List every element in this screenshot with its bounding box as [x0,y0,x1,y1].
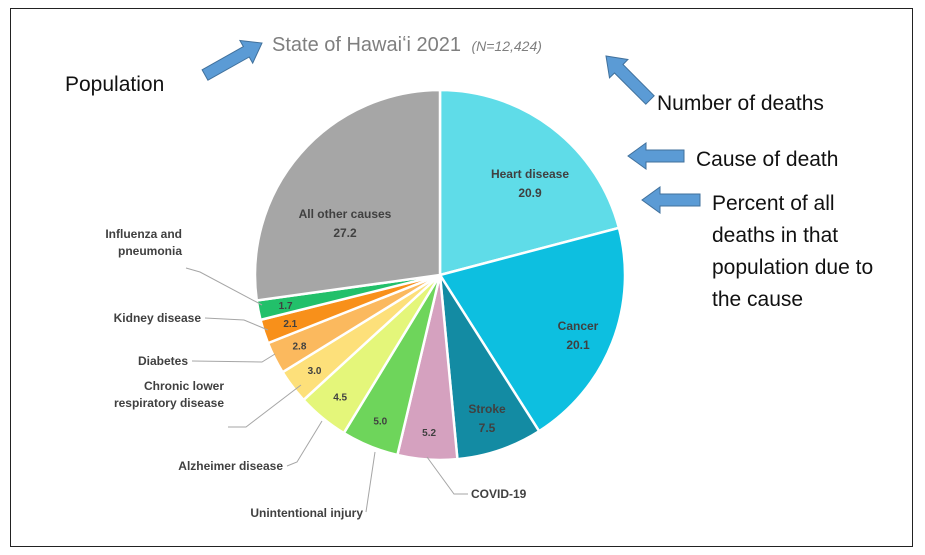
slice-value-unintentional-injury: 5.0 [373,416,387,427]
slice-value-kidney-disease: 2.1 [283,319,297,330]
number-of-deaths-arrow-icon [605,55,655,105]
slice-label-all-other-causes: All other causes 27.2 [299,207,392,240]
percent-arrow-icon [641,186,701,214]
chart-subtitle: (N=12,424) [471,38,541,54]
leader-line-alzheimer-disease [286,420,323,467]
leader-lines [185,267,468,513]
cause-of-death-arrow-icon [627,142,685,170]
chart-title-group: State of Hawaiʻi 2021 (N=12,424) [272,34,542,56]
callout-label-kidney-disease: Kidney disease [114,311,202,325]
slice-value-influenza-and-pneumonia: 1.7 [279,301,293,312]
population-arrow-icon [201,39,263,81]
percent-annotation-line-3: population due to [712,256,873,279]
callout-label-chronic-lower-respiratory-disease: Chronic lower respiratory disease [114,379,224,410]
percent-annotation-line-1: Percent of all [712,192,835,215]
callout-label-influenza-and-pneumonia: Influenza and pneumonia [105,227,182,258]
slice-all-other-causes [253,88,442,302]
number-of-deaths-annotation: Number of deaths [657,92,824,115]
leader-line-unintentional-injury [365,451,376,513]
annotations: Population Number of deaths Cause of dea… [65,39,873,311]
percent-annotation-line-2: deaths in that [712,224,838,247]
cause-of-death-annotation: Cause of death [696,148,838,171]
slice-value-covid-19: 5.2 [422,428,436,439]
callout-label-alzheimer-disease: Alzheimer disease [178,459,283,473]
slice-value-diabetes: 2.8 [292,342,306,353]
leader-line-chronic-lower-respiratory-disease [228,384,302,428]
leader-line-kidney-disease [204,317,269,331]
slice-cancer [438,226,627,433]
slice-label-cancer: Cancer 20.1 [558,319,599,352]
leader-line-diabetes [191,353,276,363]
slice-value-alzheimer-disease: 4.5 [333,392,347,403]
callout-label-unintentional-injury: Unintentional injury [250,506,363,520]
callout-label-covid-19: COVID-19 [471,487,527,501]
pie-slices [253,88,627,462]
chart-title: State of Hawaiʻi 2021 [272,34,461,56]
annotation-arrows [201,39,701,214]
callout-label-diabetes: Diabetes [138,354,188,368]
slice-label-stroke: Stroke 7.5 [468,402,506,435]
slice-labels: Heart disease 20.9 Cancer 20.1 Stroke 7.5 5.2 C… [105,167,598,520]
population-annotation: Population [65,73,164,96]
slice-heart-disease [438,88,621,277]
percent-annotation-line-4: the cause [712,288,803,311]
slice-value-chronic-lower-respiratory-disease: 3.0 [308,366,322,377]
slice-label-heart-disease: Heart disease 20.9 [491,167,569,200]
leader-line-influenza-and-pneumonia [185,267,263,306]
leader-line-covid-19 [426,456,468,495]
